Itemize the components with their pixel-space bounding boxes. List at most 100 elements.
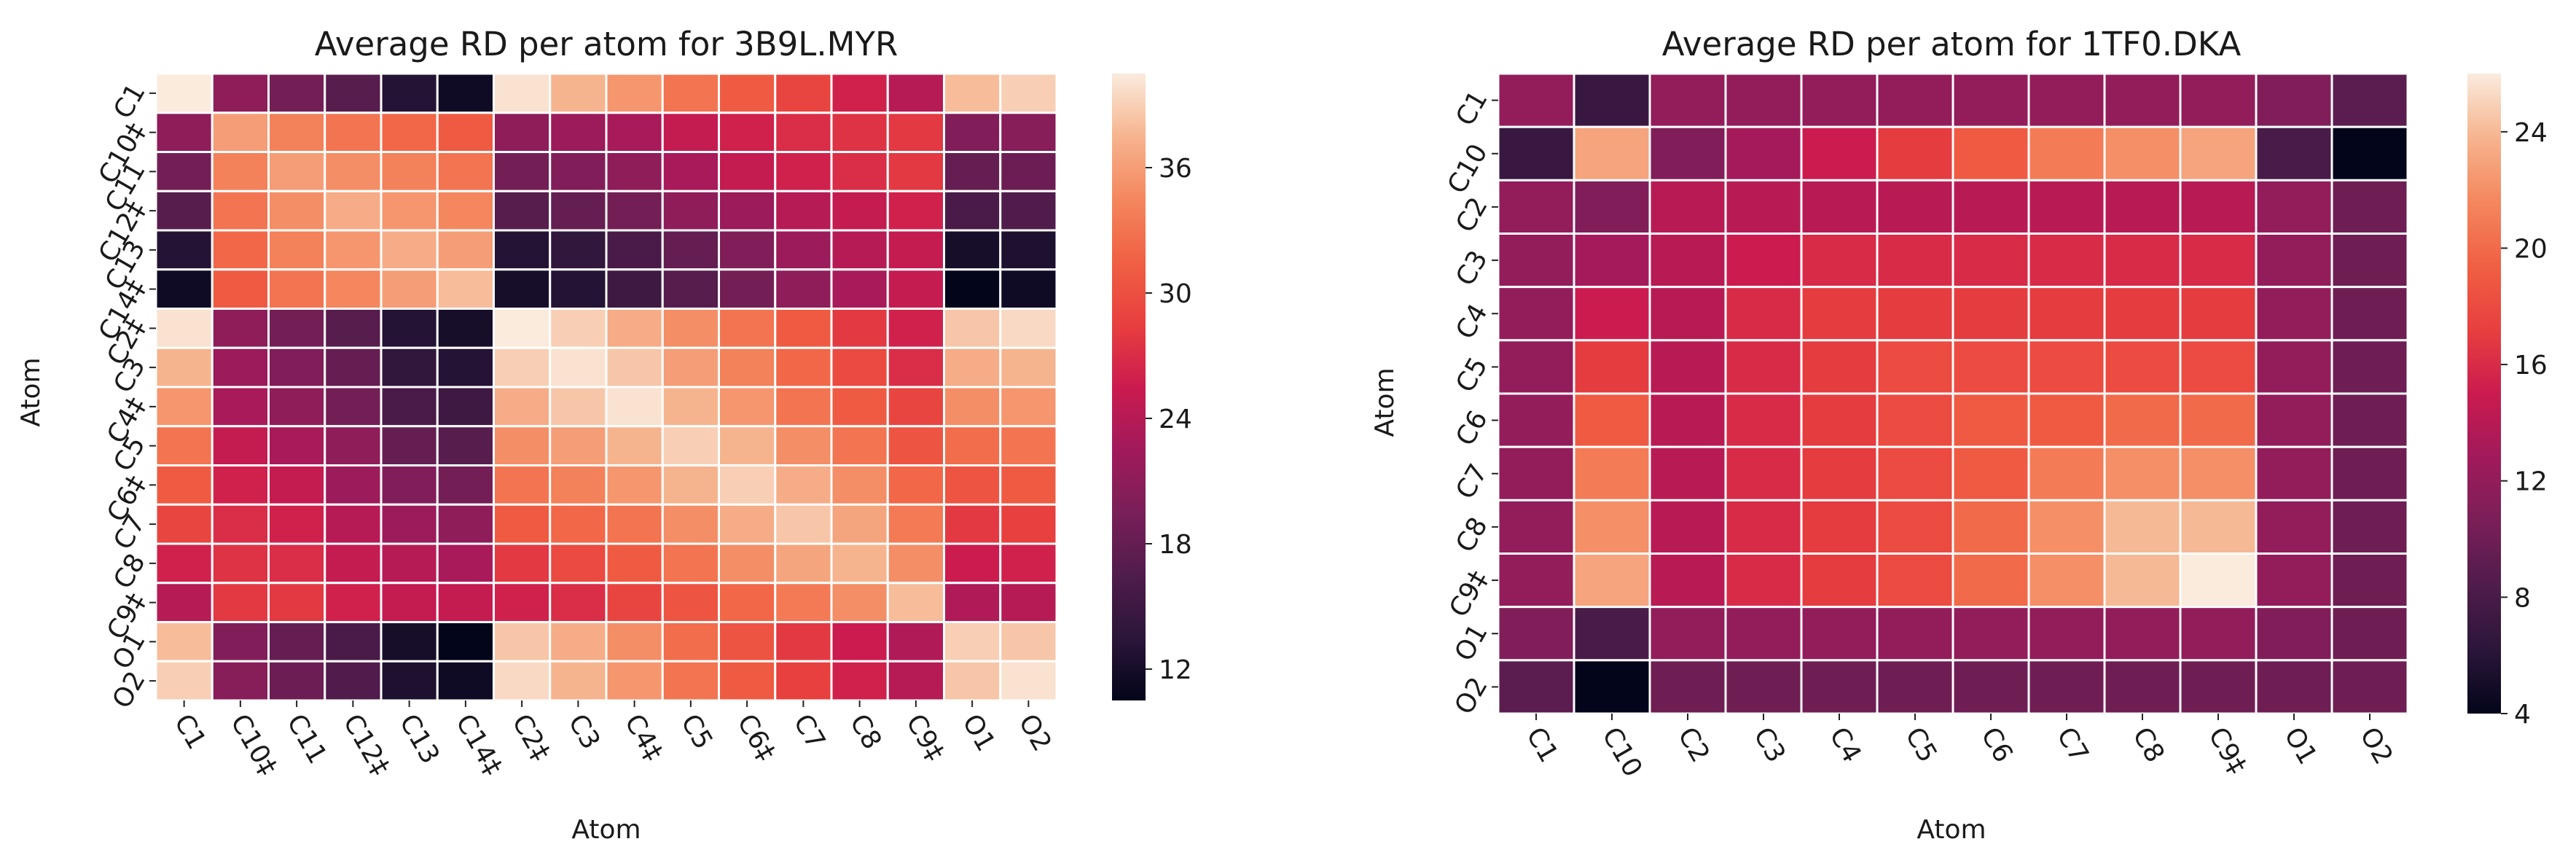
x-tick-label: C14‡ [450,709,508,781]
heatmap-cell-C14‡-C5 [661,268,720,310]
heatmap-cell-C10-C2 [1648,125,1727,181]
heatmap-cell-O1-C7 [774,621,833,663]
heatmap-cell-C3-C2‡ [493,346,552,388]
heatmap-cell-C12‡-C4‡ [605,190,664,232]
heatmap-cell-C7-C14‡ [436,503,495,545]
heatmap-cell-C5-O1 [943,425,1002,466]
heatmap-cell-O2-C3 [1724,659,1803,715]
x-tick-label: C7 [2051,722,2094,768]
heatmap-cell-C5-C3 [1724,339,1803,395]
heatmap-cell-C3-O2 [999,346,1058,388]
heatmap-cell-C4-O2 [2330,286,2409,342]
heatmap-cell-C9‡-C14‡ [436,582,495,623]
heatmap-cell-C9‡-C9‡ [886,582,945,623]
heatmap-cell-C11-C8 [830,151,889,192]
heatmap-cell-O2-O1 [2255,659,2333,715]
heatmap-cell-C4‡-C11 [267,386,326,428]
heatmap-cell-C13-C6‡ [718,229,777,271]
heatmap-cell-C5-C13 [380,425,439,466]
heatmap-cell-C8-C9‡ [2179,499,2258,555]
x-tick-label: C2‡ [506,709,556,766]
heatmap-chart-left: Average RD per atom for 3B9L.MYR Atom At… [16,25,1192,845]
heatmap-cell-C9‡-C1 [1497,552,1575,609]
heatmap-cell-C3-C11 [267,346,326,388]
heatmap-cell-C13-C11 [267,229,326,271]
heatmap-cell-C4‡-O1 [943,386,1002,428]
heatmap-cell-C10-C6 [1951,125,2030,181]
heatmap-cell-C10‡-C12‡ [324,112,383,153]
heatmap-cell-C2-O1 [2255,179,2333,235]
heatmap-cell-O2-C9‡ [2179,659,2258,715]
heatmap-cell-O2-O2 [999,660,1058,702]
x-tick-label: O1 [2278,722,2322,770]
y-tick-label: O1 [1449,619,1494,666]
heatmap-cell-C1-C5 [661,72,720,114]
heatmap-cell-C10-C1 [1497,125,1575,181]
heatmap-cell-C9‡-C10‡ [211,582,270,623]
heatmap-cell-C9‡-C2‡ [493,582,552,623]
x-tick-label: C3 [1747,722,1791,768]
heatmap-cell-O2-C8 [830,660,889,702]
heatmap-cell-C10‡-C9‡ [886,112,945,153]
heatmap-cell-C2-C3 [1724,179,1803,235]
heatmap-cell-C10-C9‡ [2179,125,2258,181]
heatmap-cell-C7-C2‡ [493,503,552,545]
heatmap-cell-C9‡-C10 [1573,552,1651,609]
heatmap-cell-C4-C4 [1800,286,1879,342]
heatmap-cell-C8-C10‡ [211,542,270,585]
heatmap-cell-C5-C7 [2027,339,2106,395]
heatmap-cell-C2‡-O1 [943,308,1002,349]
heatmap-cell-C1-C2‡ [493,72,552,114]
heatmap-cell-O1-C11 [267,621,326,663]
heatmap-cell-O1-C10 [1573,606,1651,662]
heatmap-cell-C2-C5 [1876,179,1954,235]
heatmap-cell-C7-C9‡ [2179,445,2258,501]
heatmap-cell-C2-C4 [1800,179,1879,235]
heatmap-cell-C14‡-C7 [774,268,833,310]
heatmap-cell-C6‡-C4‡ [605,464,664,506]
heatmap-cell-C5-C11 [267,425,326,466]
heatmap-cell-C7-C1 [154,503,214,545]
heatmap-cell-C5-C6‡ [718,425,777,466]
heatmap-cell-C11-C7 [774,151,833,192]
heatmap-cell-C5-C8 [2103,339,2182,395]
heatmap-cell-C1-C7 [774,72,833,114]
heatmap-cell-C7-C8 [830,503,889,545]
heatmap-cell-C1-C4 [1800,72,1879,128]
heatmap-cell-O2-C2 [1648,659,1727,715]
heatmap-cell-C7-C4 [1800,445,1879,501]
heatmap-cell-C7-O2 [2330,445,2409,501]
y-axis-label: Atom [1370,367,1400,437]
heatmap-cell-C9‡-C12‡ [324,582,383,623]
heatmap-cell-C3-C10‡ [211,346,270,388]
heatmap-cell-O1-C2‡ [493,621,552,663]
heatmap-cell-C9‡-C5 [661,582,720,623]
heatmap-cell-C2‡-C1 [154,308,214,349]
heatmap-cell-C4‡-C14‡ [436,386,495,428]
heatmap-cell-O1-C6‡ [718,621,777,663]
y-tick-label: O2 [107,666,152,714]
heatmap-cell-O1-O1 [2255,606,2333,662]
heatmap-cell-O1-C4 [1800,606,1879,662]
heatmap-cell-C11-C4‡ [605,151,664,192]
heatmap-cell-C14‡-C3 [549,268,608,310]
heatmap-cell-C13-O2 [999,229,1058,271]
heatmap-cell-O2-C9‡ [886,660,945,702]
heatmap-cell-C3-O2 [2330,233,2409,289]
x-tick-label: C3 [563,709,606,754]
heatmap-cell-C2‡-C8 [830,308,889,349]
heatmap-cell-C14‡-C6‡ [718,268,777,310]
y-tick-label: C1 [108,79,152,124]
heatmap-cell-C7-C9‡ [886,503,945,545]
heatmap-cell-O2-C13 [380,660,439,702]
heatmap-cell-O2-C14‡ [436,660,495,702]
heatmap-cell-C9‡-C8 [2103,552,2182,609]
heatmap-cell-C6-C6 [1951,392,2030,448]
y-tick-label: C4 [1450,299,1494,344]
heatmap-cell-C5-C5 [1876,339,1954,395]
x-tick-label: C12‡ [337,709,396,781]
heatmap-cell-C1-C12‡ [324,72,383,114]
heatmap-cell-C3-C6 [1951,233,2030,289]
heatmap-cell-C1-C5 [1876,72,1954,128]
colorbar-tick-label: 36 [1159,154,1192,184]
